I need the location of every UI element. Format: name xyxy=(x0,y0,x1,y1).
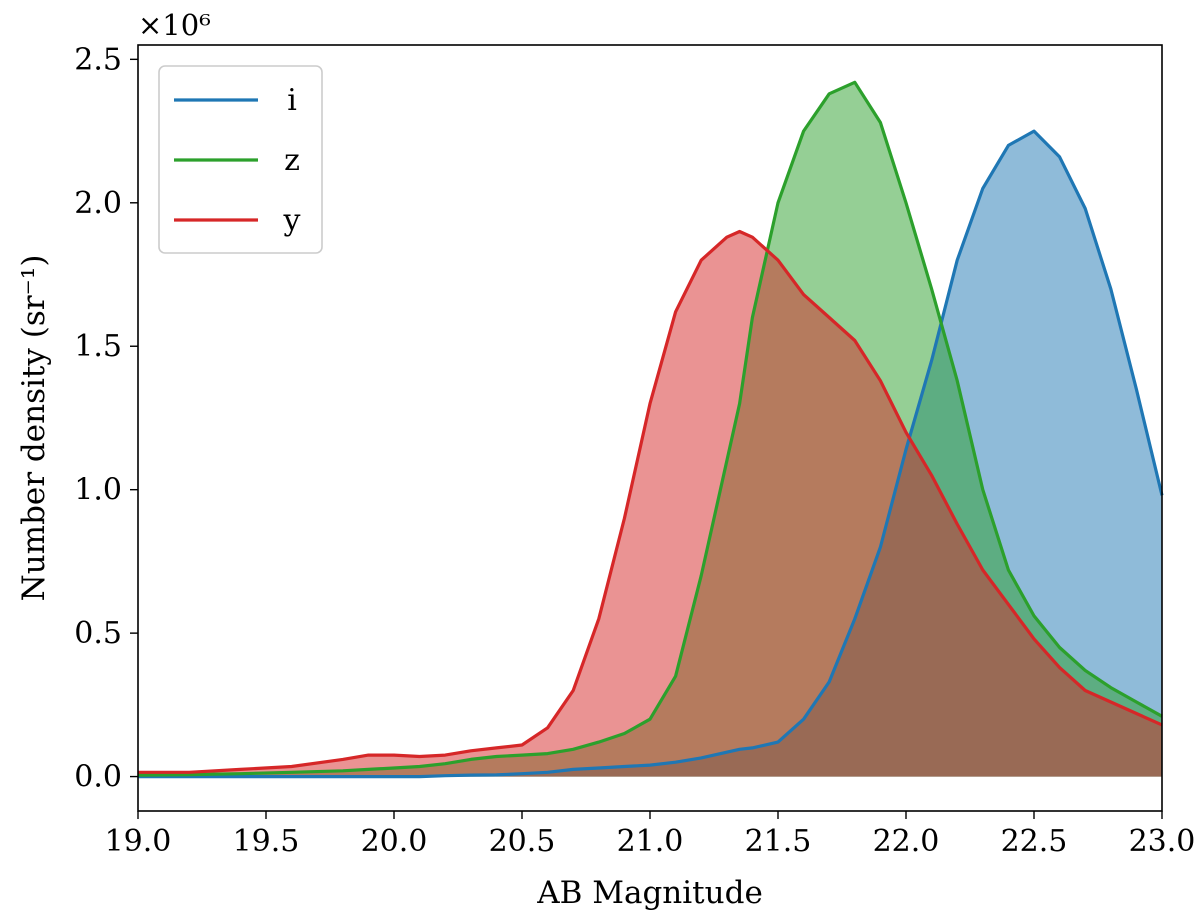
legend-label-i: i xyxy=(287,83,297,118)
series-z-line xyxy=(137,80,1163,777)
series-y-line xyxy=(138,229,1163,774)
x-axis-label: AB Magnitude xyxy=(536,875,763,911)
y-tick-label: 2.0 xyxy=(74,186,122,221)
x-axis: 19.0 19.5 20.0 20.5 21.0 21.5 22.0 22.5 23.0 xyxy=(105,811,1196,859)
y-tick-label: 1.5 xyxy=(74,329,122,364)
x-tick-label: 23.0 xyxy=(1129,824,1196,859)
x-tick-label: 21.0 xyxy=(617,824,684,859)
y-tick-label: 1.0 xyxy=(74,473,122,508)
x-tick-label: 21.5 xyxy=(745,824,812,859)
legend: izy xyxy=(158,65,323,254)
series-i-line xyxy=(138,129,1164,779)
x-tick-label: 22.0 xyxy=(873,824,940,859)
x-tick-label: 20.0 xyxy=(361,824,428,859)
y-axis-label: Number density (sr⁻¹) xyxy=(16,255,52,602)
x-tick-label: 19.5 xyxy=(233,824,300,859)
y-multiplier-label: ×10⁶ xyxy=(138,8,211,42)
series-fills xyxy=(138,82,1162,777)
y-tick-label: 2.5 xyxy=(74,42,122,77)
y-axis: 0.0 0.5 1.0 1.5 2.0 2.5 xyxy=(74,42,138,795)
x-tick-label: 20.5 xyxy=(489,824,556,859)
legend-label-y: y xyxy=(283,203,301,238)
y-tick-label: 0.0 xyxy=(74,760,122,795)
y-tick-label: 0.5 xyxy=(74,616,122,651)
series-y-area xyxy=(138,231,1162,777)
x-tick-label: 19.0 xyxy=(105,824,172,859)
series-lines xyxy=(137,80,1164,779)
legend-label-z: z xyxy=(284,143,300,178)
x-tick-label: 22.5 xyxy=(1001,824,1068,859)
